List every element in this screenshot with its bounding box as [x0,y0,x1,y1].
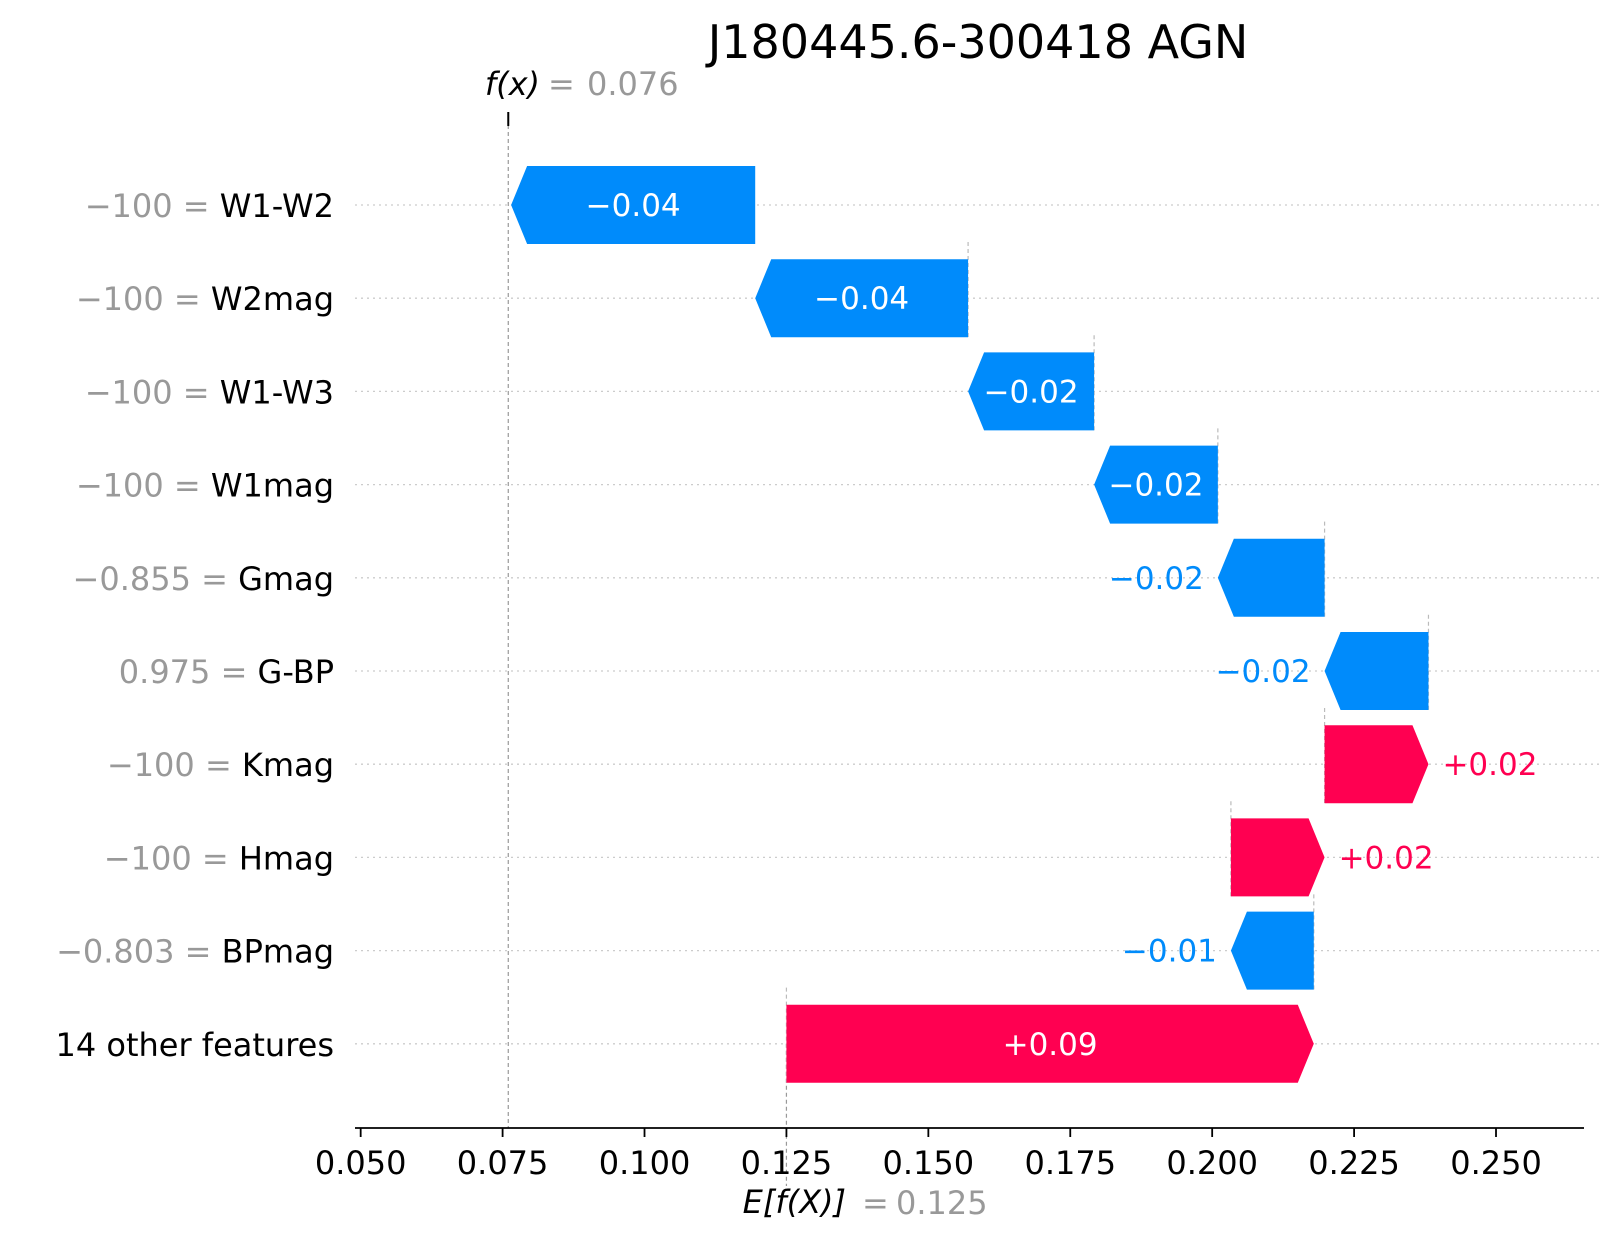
feature-name: W2mag [211,280,334,318]
bar-value-label: −0.02 [1109,561,1204,597]
feature-label: −0.855 = Gmag [73,560,334,598]
feature-value: −100 = [104,839,239,877]
chart-title: J180445.6-300418 AGN [705,15,1249,69]
fx-label: f(x) [485,65,540,103]
feature-name: BPmag [222,933,334,971]
svg-text:f(x): f(x) [485,65,540,103]
waterfall-bar [1094,445,1218,524]
feature-name: W1-W2 [220,187,334,225]
waterfall-bar [755,259,969,338]
fx-annotation: f(x) = 0.076 [485,65,679,103]
x-tick-label: 0.250 [1450,1144,1542,1182]
waterfall-bar [786,1004,1314,1083]
feature-name: W1mag [211,467,334,505]
x-tick-label: 0.175 [1024,1144,1116,1182]
feature-label: −100 = Kmag [107,746,334,784]
bar-value-label: +0.09 [1003,1027,1098,1063]
waterfall-bar [1230,818,1325,897]
bar-value-label: −0.02 [1216,654,1311,690]
feature-label: 14 other features [55,1026,334,1064]
feature-value: −100 = [76,280,211,318]
x-tick-label: 0.150 [883,1144,975,1182]
feature-label: −100 = W1mag [76,467,334,505]
waterfall-bar [1230,911,1314,990]
feature-name: W1-W3 [220,373,334,411]
bar-value-label: −0.04 [814,281,909,317]
base-annotation: E[f(X)] = 0.125 [743,1183,988,1222]
x-tick-label: 0.100 [599,1144,691,1182]
feature-name: Gmag [238,560,334,598]
reference-lines [507,112,788,1186]
feature-value: −0.803 = [56,933,222,971]
x-tick-label: 0.225 [1308,1144,1400,1182]
y-labels: −100 = W1-W2−100 = W2mag−100 = W1-W3−100… [55,187,334,1064]
feature-name: G-BP [258,653,334,691]
feature-value: −100 = [85,373,220,411]
feature-label: −100 = Hmag [104,839,334,877]
bar-value-label: −0.02 [1108,468,1203,504]
bar-value-label: +0.02 [1339,840,1434,876]
x-tick-label: 0.200 [1166,1144,1258,1182]
feature-value: −0.855 = [73,560,239,598]
feature-value: 0.975 = [119,653,258,691]
bar-value-label: +0.02 [1442,747,1537,783]
svg-text:=: = [548,65,575,103]
feature-label: −100 = W1-W2 [85,187,334,225]
feature-value: −100 = [107,746,242,784]
waterfall-bar [1324,725,1429,804]
waterfall-bar [511,166,756,244]
x-tick-label: 0.075 [457,1144,549,1182]
feature-value: −100 = [85,187,220,225]
svg-text:=: = [862,1184,889,1222]
feature-name: Kmag [242,746,334,784]
waterfall-bar [1324,632,1429,710]
fx-value: 0.076 [587,65,679,103]
feature-label: −100 = W2mag [76,280,334,318]
bar-value-label: −0.04 [586,188,681,224]
feature-label: 0.975 = G-BP [119,653,334,691]
feature-label: −0.803 = BPmag [56,933,334,971]
waterfall-bar [1217,538,1325,617]
bar-value-label: −0.01 [1122,934,1217,970]
feature-name: 14 other features [55,1026,334,1064]
feature-value: −100 = [76,467,211,505]
base-value: 0.125 [896,1184,988,1222]
x-tick-label: 0.125 [741,1144,833,1182]
x-axis: 0.050 0.075 0.100 0.125 0.150 0.175 0.200 0.225… [315,1127,1584,1182]
bars: −0.04 −0.04 −0.02 −0.02 −0.02 −0.02 +0.02 +0.02… [511,166,1537,1083]
base-label: E[f(X)] [743,1183,846,1221]
x-tick-label: 0.050 [315,1144,407,1182]
waterfall-bar [968,352,1095,431]
feature-label: −100 = W1-W3 [85,373,334,411]
bar-value-label: −0.02 [984,374,1079,410]
feature-name: Hmag [239,839,334,877]
gridlines [355,204,1600,1045]
